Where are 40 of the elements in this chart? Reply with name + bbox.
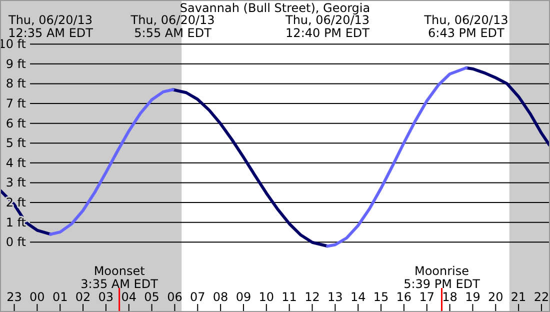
chart-title: Savannah (Bull Street), Georgia [180,1,370,15]
x-tick-label: 00 [30,290,45,304]
y-tick-label: 8 ft [6,76,26,91]
y-tick-label: 0 ft [6,235,26,250]
annotation: Thu, 06/20/13 12:35 AM EDT [8,13,94,40]
x-tick-label: 05 [144,290,160,304]
x-tick-label: 11 [282,290,297,304]
y-tick-label: 4 ft [6,156,26,170]
x-tick-label: 18 [442,290,458,304]
ref-line-label: Moonset 3:35 AM EDT [80,264,159,291]
y-tick-label: 6 ft [6,116,26,130]
x-tick-label: 06 [167,290,182,304]
y-tick-label: 1 ft [6,215,26,230]
x-tick-label: 13 [328,290,343,304]
x-tick-label: 16 [396,290,412,304]
x-tick-label: 08 [212,290,228,304]
x-tick-label: 17 [419,290,435,304]
x-tick-label: 01 [52,290,68,304]
x-tick-label: 02 [75,290,91,304]
annotation: Thu, 06/20/13 6:43 PM EDT [423,13,508,40]
x-tick-label: 14 [350,290,366,304]
x-tick-label: 19 [465,290,480,304]
x-tick-label: 12 [304,290,320,304]
y-tick-label: 7 ft [6,96,26,111]
x-tick-label: 09 [236,290,252,304]
x-tick-label: 20 [488,290,504,304]
x-tick-label: 04 [121,290,137,304]
x-tick-label: 21 [510,290,526,304]
x-tick-label: 23 [6,290,22,304]
annotation: Thu, 06/20/13 12:40 PM EDT [284,13,370,40]
x-tick-label: 07 [190,290,206,304]
y-tick-label: 3 ft [6,176,26,190]
y-tick-label: 5 ft [6,136,26,150]
x-tick-label: 22 [534,290,550,304]
y-tick-label: 9 ft [6,56,26,71]
x-tick-label: 03 [98,290,114,304]
ref-line-label: Moonrise 5:39 PM EDT [404,264,481,291]
annotation: Thu, 06/20/13 5:55 AM EDT [130,13,215,40]
x-tick-label: 15 [373,290,389,304]
x-tick-label: 10 [258,290,274,304]
